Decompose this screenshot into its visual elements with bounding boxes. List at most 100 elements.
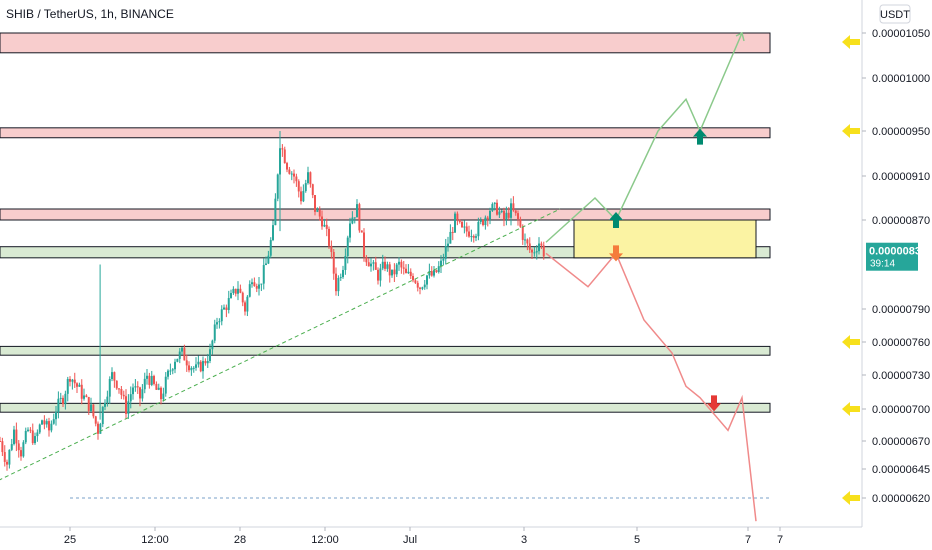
current-price-tag: 0.00000837 39:14: [866, 242, 927, 271]
candle-body: [181, 347, 183, 352]
candle-body: [255, 286, 258, 289]
candle-body: [512, 203, 515, 211]
currency-badge[interactable]: USDT: [880, 9, 910, 21]
y-tick-label: 0.00000730: [872, 370, 930, 382]
candle-body: [402, 267, 405, 269]
candle-body: [412, 276, 414, 281]
candle-body: [505, 212, 508, 220]
x-tick-label: 7: [777, 534, 783, 546]
support-zone-5[interactable]: [0, 345, 771, 356]
candle-body: [293, 173, 295, 177]
candle-body: [99, 424, 102, 434]
candle-body: [379, 268, 382, 281]
y-tick-label: 0.00001000: [872, 73, 930, 85]
candle-body: [430, 271, 433, 276]
candle-body: [440, 260, 442, 267]
pointer-arrow-2[interactable]: [842, 335, 860, 349]
candle-body: [85, 395, 88, 398]
candle-body: [374, 262, 377, 270]
candle-body: [43, 420, 46, 425]
candle-body: [183, 347, 186, 361]
candle-body: [108, 379, 111, 397]
candle-body: [213, 324, 216, 341]
candle-body: [134, 386, 137, 388]
candle-body: [414, 280, 417, 283]
candle-body: [0, 441, 1, 442]
candle-body: [489, 210, 491, 220]
candle-body: [524, 239, 526, 241]
currency-badge-box[interactable]: [879, 4, 911, 24]
candle-body: [27, 429, 29, 431]
pointer-arrow-4[interactable]: [842, 491, 860, 505]
y-tick-label: 0.00001050: [872, 28, 930, 40]
candle-body: [80, 384, 83, 399]
candle-body: [465, 226, 468, 232]
candle-body: [246, 296, 249, 312]
candle-body: [150, 376, 153, 385]
candle-body: [216, 322, 218, 325]
candle-body: [171, 369, 174, 371]
pointer-arrow-1[interactable]: [842, 124, 860, 138]
candle-body: [449, 231, 452, 244]
candle-body: [178, 351, 181, 359]
candle-body: [484, 217, 487, 226]
candle-body: [451, 231, 454, 233]
y-axis[interactable]: 0.00001050 0.00001000 0.00000950 0.00000910…: [862, 28, 930, 505]
candle-body: [486, 217, 489, 220]
bull-arrow-marker-1[interactable]: [693, 128, 707, 145]
candle-body: [6, 461, 8, 465]
pointer-arrow-3[interactable]: [842, 402, 860, 416]
candle-body: [384, 261, 386, 269]
highlight-zone-4[interactable]: [573, 219, 757, 259]
bull-projection-head: [735, 31, 745, 42]
candle-body: [314, 195, 316, 212]
candle-body: [358, 204, 361, 231]
candle-body: [507, 212, 510, 218]
candle-body: [239, 288, 242, 293]
x-tick-label: 3: [521, 534, 527, 546]
candle-body: [491, 204, 494, 211]
candle-body: [482, 220, 484, 226]
resistance-zone-2[interactable]: [0, 208, 771, 221]
candle-body: [533, 252, 536, 254]
resistance-zone-1[interactable]: [0, 127, 771, 139]
candle-body: [22, 442, 25, 457]
candle-body: [111, 372, 113, 380]
candle-body: [456, 213, 459, 220]
resistance-zone-0[interactable]: [0, 32, 771, 54]
y-tick-label: 0.00000910: [872, 171, 930, 183]
candle-body: [281, 148, 284, 150]
candle-body: [470, 236, 473, 238]
y-tick-label: 0.00000760: [872, 337, 930, 349]
candle-body: [36, 432, 39, 437]
bull-arrow-marker-0[interactable]: [609, 212, 623, 228]
candle-body: [426, 275, 428, 285]
candle-body: [38, 424, 41, 433]
candle-body: [157, 387, 160, 390]
candle-body: [435, 270, 438, 273]
y-tick-label: 0.00000870: [872, 215, 930, 227]
candle-body: [421, 287, 424, 289]
candle-body: [13, 429, 15, 445]
pointer-arrow-0[interactable]: [842, 35, 860, 49]
candle-body: [335, 273, 337, 292]
y-tick-label: 0.00000790: [872, 304, 930, 316]
candle-body: [365, 257, 368, 263]
bear-projection[interactable]: [545, 251, 757, 522]
candle-body: [48, 421, 50, 431]
bear-arrow-marker-2[interactable]: [609, 245, 623, 262]
candle-body: [318, 209, 321, 217]
candle-body: [316, 209, 319, 212]
trendline[interactable]: [0, 208, 561, 486]
support-zone-6[interactable]: [0, 402, 771, 413]
bear-arrow-marker-3[interactable]: [707, 395, 721, 412]
candle-body: [31, 430, 34, 444]
candle-body: [498, 211, 501, 215]
candle-body: [386, 264, 389, 269]
candle-body: [419, 287, 421, 289]
candle-body: [297, 181, 300, 192]
candle-body: [514, 210, 517, 214]
x-axis[interactable]: 25 12:00 28 12:00 Jul 3 5 7 7: [64, 527, 783, 546]
candle-body: [346, 237, 349, 256]
